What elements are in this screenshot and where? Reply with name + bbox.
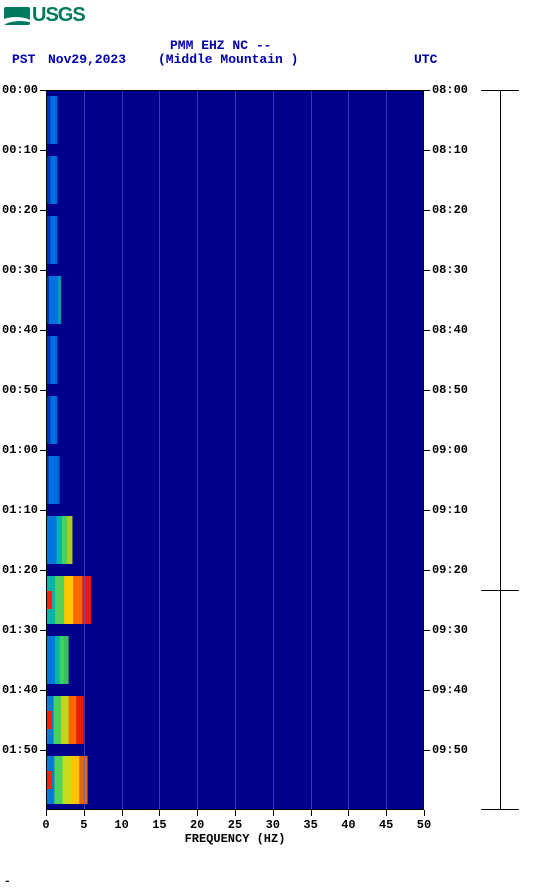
x-tick-label: 25: [228, 818, 242, 832]
y-tick-label-right: 09:50: [432, 743, 468, 757]
x-tick-label: 35: [303, 818, 317, 832]
scale-tick-bottom: [481, 809, 519, 810]
x-tick: [235, 810, 236, 816]
gridline: [159, 90, 160, 810]
usgs-logo-text: USGS: [32, 4, 85, 27]
y-tick-label-right: 08:20: [432, 203, 468, 217]
gridline: [197, 90, 198, 810]
x-tick: [424, 810, 425, 816]
x-tick: [197, 810, 198, 816]
y-tick-label-left: 00:20: [2, 203, 38, 217]
y-tick-mark: [424, 390, 430, 391]
x-tick: [122, 810, 123, 816]
y-tick-label-left: 00:30: [2, 263, 38, 277]
y-tick-label-right: 09:00: [432, 443, 468, 457]
x-tick: [159, 810, 160, 816]
y-tick-mark: [424, 510, 430, 511]
x-tick: [348, 810, 349, 816]
y-tick-label-left: 00:10: [2, 143, 38, 157]
y-tick-mark: [424, 690, 430, 691]
y-tick-label-left: 00:00: [2, 83, 38, 97]
utc-label: UTC: [414, 52, 437, 67]
x-tick: [273, 810, 274, 816]
gridline: [386, 90, 387, 810]
y-tick-label-right: 08:30: [432, 263, 468, 277]
y-tick-label-left: 01:50: [2, 743, 38, 757]
y-tick-label-right: 09:40: [432, 683, 468, 697]
right-time-scale: [500, 90, 501, 810]
x-tick-label: 50: [417, 818, 431, 832]
y-tick-label-right: 08:50: [432, 383, 468, 397]
scale-tick-current: [481, 590, 519, 591]
x-tick: [84, 810, 85, 816]
x-tick-label: 30: [266, 818, 280, 832]
y-tick-mark: [424, 450, 430, 451]
x-tick-label: 15: [152, 818, 166, 832]
y-tick-label-left: 01:10: [2, 503, 38, 517]
y-tick-label-left: 01:30: [2, 623, 38, 637]
header-date: Nov29,2023: [48, 52, 126, 67]
y-tick-label-left: 01:20: [2, 563, 38, 577]
x-tick-label: 45: [379, 818, 393, 832]
y-tick-mark: [424, 150, 430, 151]
y-tick-label-left: 00:40: [2, 323, 38, 337]
gridline: [122, 90, 123, 810]
y-tick-mark: [424, 210, 430, 211]
y-tick-label-right: 08:00: [432, 83, 468, 97]
gridline: [348, 90, 349, 810]
y-tick-label-right: 08:10: [432, 143, 468, 157]
y-tick-label-right: 09:30: [432, 623, 468, 637]
station-name: (Middle Mountain ): [158, 52, 298, 67]
y-tick-mark: [40, 750, 46, 751]
y-tick-label-right: 09:20: [432, 563, 468, 577]
y-tick-label-left: 01:40: [2, 683, 38, 697]
y-tick-mark: [40, 570, 46, 571]
x-tick-label: 5: [80, 818, 87, 832]
spectrogram-plot: 05101520253035404550 FREQUENCY (HZ) 00:0…: [46, 90, 424, 810]
y-tick-mark: [424, 270, 430, 271]
pst-label: PST: [12, 52, 35, 67]
y-tick-mark: [40, 150, 46, 151]
station-channel: PMM EHZ NC --: [170, 38, 271, 53]
footer-mark: -: [4, 876, 11, 888]
y-tick-mark: [40, 510, 46, 511]
y-tick-mark: [40, 270, 46, 271]
gridline: [84, 90, 85, 810]
gridline: [311, 90, 312, 810]
y-tick-label-left: 00:50: [2, 383, 38, 397]
x-tick: [46, 810, 47, 816]
x-tick-label: 20: [190, 818, 204, 832]
scale-tick-top: [481, 90, 519, 91]
x-tick-label: 10: [114, 818, 128, 832]
y-tick-mark: [424, 90, 430, 91]
y-tick-mark: [40, 90, 46, 91]
x-tick-label: 40: [341, 818, 355, 832]
y-tick-mark: [424, 630, 430, 631]
y-tick-mark: [424, 570, 430, 571]
y-tick-label-left: 01:00: [2, 443, 38, 457]
y-tick-mark: [40, 210, 46, 211]
y-tick-mark: [40, 630, 46, 631]
y-tick-mark: [40, 330, 46, 331]
x-tick: [386, 810, 387, 816]
x-tick-label: 0: [42, 818, 49, 832]
y-tick-mark: [40, 390, 46, 391]
gridline: [235, 90, 236, 810]
y-tick-mark: [424, 750, 430, 751]
usgs-logo: USGS: [4, 4, 85, 27]
gridline: [273, 90, 274, 810]
y-tick-mark: [424, 330, 430, 331]
y-tick-label-right: 09:10: [432, 503, 468, 517]
y-tick-mark: [40, 690, 46, 691]
y-tick-mark: [40, 450, 46, 451]
x-tick: [311, 810, 312, 816]
usgs-wave-icon: [4, 7, 30, 25]
y-tick-label-right: 08:40: [432, 323, 468, 337]
x-axis-label: FREQUENCY (HZ): [46, 832, 424, 846]
